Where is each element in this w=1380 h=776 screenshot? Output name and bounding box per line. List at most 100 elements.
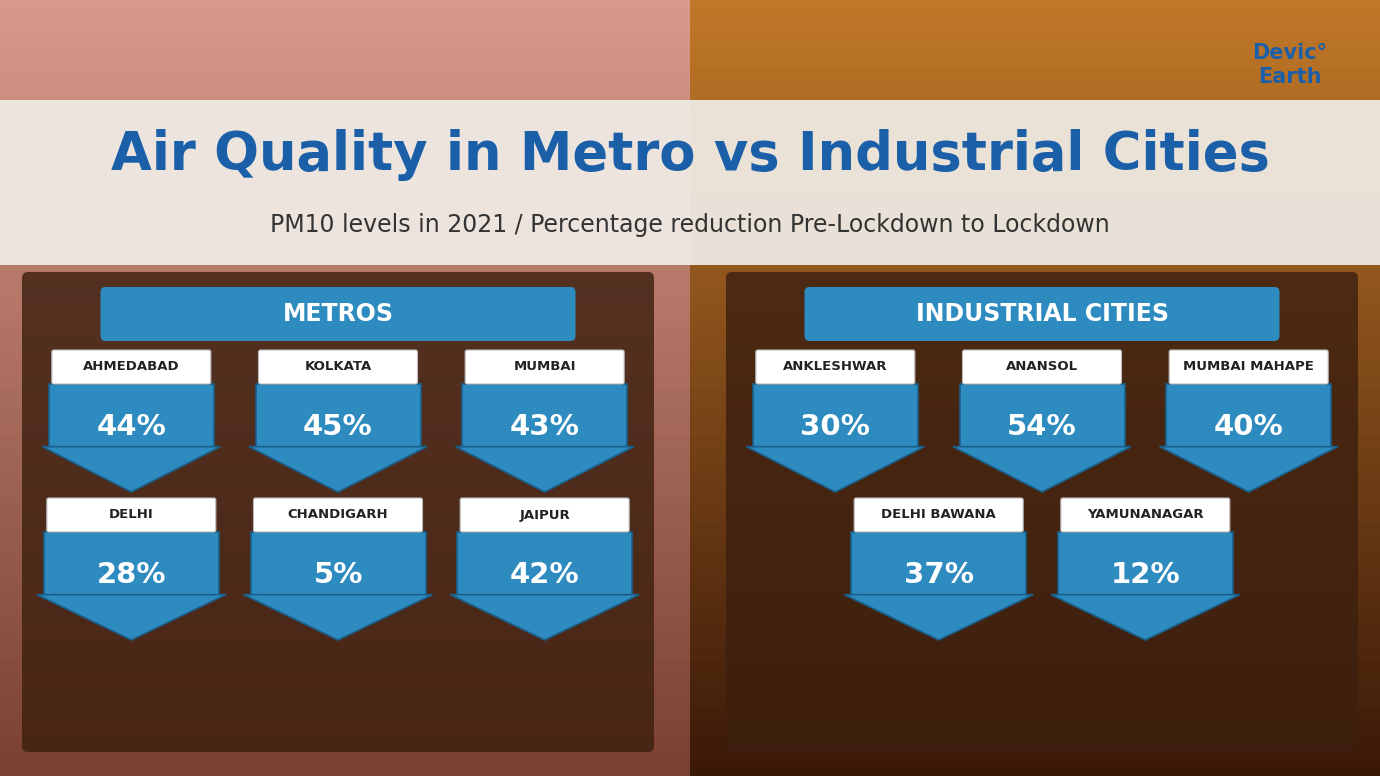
Bar	[0, 87, 690, 98]
Bar	[0, 204, 690, 214]
Bar	[690, 349, 1380, 359]
Text: 37%: 37%	[904, 561, 974, 589]
FancyBboxPatch shape	[47, 498, 215, 532]
Bar	[0, 766, 690, 776]
Bar	[690, 175, 1380, 185]
Bar	[0, 223, 690, 234]
Bar	[690, 718, 1380, 728]
Text: JAIPUR: JAIPUR	[519, 508, 570, 521]
Bar	[0, 475, 690, 486]
Bar	[0, 126, 690, 137]
Bar	[690, 689, 1380, 699]
Bar	[690, 97, 1380, 107]
Bar	[0, 262, 690, 272]
Bar	[690, 397, 1380, 408]
FancyBboxPatch shape	[52, 350, 211, 384]
Bar	[690, 39, 1380, 49]
Text: 5%: 5%	[313, 561, 363, 589]
Text: 43%: 43%	[509, 413, 580, 442]
Bar	[690, 572, 1380, 583]
Bar	[690, 543, 1380, 553]
Bar	[0, 679, 690, 689]
Bar	[690, 233, 1380, 243]
Text: CHANDIGARH: CHANDIGARH	[287, 508, 388, 521]
Polygon shape	[753, 384, 918, 447]
Bar	[0, 165, 690, 175]
Bar	[0, 747, 690, 757]
Bar	[690, 708, 1380, 719]
Bar	[690, 29, 1380, 40]
Bar	[690, 204, 1380, 214]
Polygon shape	[1050, 594, 1239, 640]
Text: 30%: 30%	[800, 413, 871, 442]
Bar	[690, 611, 1380, 622]
Bar	[0, 10, 690, 20]
FancyBboxPatch shape	[465, 350, 624, 384]
Bar	[690, 757, 1380, 767]
Bar	[0, 591, 690, 602]
Text: 44%: 44%	[97, 413, 166, 442]
Bar	[690, 146, 1380, 156]
Polygon shape	[243, 594, 432, 640]
Bar	[690, 0, 1380, 10]
Bar	[690, 223, 1380, 234]
Bar	[690, 320, 1380, 331]
Bar	[690, 514, 1380, 525]
Bar	[0, 48, 690, 59]
Bar	[0, 58, 690, 68]
Bar	[0, 718, 690, 728]
Bar	[690, 446, 1380, 456]
Bar	[690, 10, 1380, 20]
Bar	[0, 407, 690, 417]
Bar	[690, 359, 1380, 369]
FancyBboxPatch shape	[854, 498, 1023, 532]
Bar	[0, 543, 690, 553]
Bar	[0, 534, 690, 544]
Bar	[690, 340, 1380, 350]
Text: MUMBAI MAHAPE: MUMBAI MAHAPE	[1183, 361, 1314, 373]
Bar	[0, 281, 690, 292]
Bar	[690, 310, 1380, 320]
Text: AHMEDABAD: AHMEDABAD	[83, 361, 179, 373]
Bar	[0, 213, 690, 223]
Bar	[0, 563, 690, 573]
Bar	[690, 78, 1380, 88]
Polygon shape	[48, 384, 214, 447]
FancyBboxPatch shape	[101, 287, 575, 341]
Bar	[0, 19, 690, 29]
Bar	[0, 446, 690, 456]
Bar	[0, 272, 690, 282]
Text: Air Quality in Metro vs Industrial Cities: Air Quality in Metro vs Industrial Citie…	[110, 129, 1270, 181]
Polygon shape	[1166, 384, 1332, 447]
Bar	[690, 388, 1380, 398]
Text: MUMBAI: MUMBAI	[513, 361, 575, 373]
Bar	[0, 417, 690, 428]
Bar	[690, 669, 1380, 680]
Text: 40%: 40%	[1214, 413, 1283, 442]
Text: INDUSTRIAL CITIES: INDUSTRIAL CITIES	[915, 302, 1169, 326]
Bar	[690, 116, 1380, 126]
Bar	[690, 630, 1380, 641]
Bar	[0, 669, 690, 680]
Bar	[690, 213, 1380, 223]
Bar	[690, 19, 1380, 29]
Polygon shape	[959, 384, 1125, 447]
FancyBboxPatch shape	[1169, 350, 1328, 384]
Bar	[0, 388, 690, 398]
Bar	[690, 640, 1380, 650]
Bar	[0, 330, 690, 340]
Bar	[690, 48, 1380, 59]
Bar	[690, 281, 1380, 292]
Text: ANKLESHWAR: ANKLESHWAR	[782, 361, 887, 373]
Bar	[690, 553, 1380, 563]
FancyBboxPatch shape	[726, 272, 1358, 752]
Bar	[690, 427, 1380, 437]
Bar	[0, 78, 690, 88]
Bar	[0, 233, 690, 243]
Polygon shape	[851, 532, 1027, 594]
Bar	[690, 330, 1380, 340]
Bar	[0, 378, 690, 389]
Bar	[0, 660, 690, 670]
Bar	[690, 591, 1380, 602]
Bar	[0, 68, 690, 78]
